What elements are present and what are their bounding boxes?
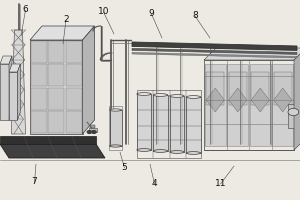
Text: 11: 11 <box>215 180 226 188</box>
Ellipse shape <box>137 149 151 151</box>
Bar <box>136 90 201 158</box>
Ellipse shape <box>110 109 122 111</box>
Ellipse shape <box>170 95 184 97</box>
Ellipse shape <box>170 151 184 153</box>
Bar <box>90 125 94 128</box>
Bar <box>186 97 201 153</box>
Bar <box>137 94 151 150</box>
Polygon shape <box>251 88 269 112</box>
Text: 5: 5 <box>122 164 128 172</box>
Bar <box>205 64 226 146</box>
Bar <box>31 111 46 133</box>
Text: 2: 2 <box>63 16 69 24</box>
Polygon shape <box>9 64 20 72</box>
Bar <box>66 111 82 133</box>
Bar <box>251 72 269 105</box>
Bar <box>204 60 294 150</box>
Bar <box>250 64 271 146</box>
Ellipse shape <box>110 145 122 147</box>
Bar <box>227 64 248 146</box>
Bar <box>66 64 82 86</box>
Bar <box>66 41 82 63</box>
Bar <box>229 72 247 105</box>
Bar <box>31 88 46 110</box>
Bar <box>31 41 46 63</box>
Polygon shape <box>9 72 17 120</box>
Ellipse shape <box>153 94 168 96</box>
Bar <box>31 64 46 86</box>
Bar <box>48 111 64 133</box>
Bar <box>66 88 82 110</box>
Text: 8: 8 <box>192 11 198 21</box>
Bar <box>288 104 298 128</box>
Polygon shape <box>0 144 105 158</box>
Text: 6: 6 <box>22 5 28 15</box>
Text: 9: 9 <box>148 9 154 19</box>
Polygon shape <box>294 48 300 150</box>
Bar <box>109 106 122 150</box>
Polygon shape <box>17 64 20 120</box>
Circle shape <box>288 108 299 116</box>
Ellipse shape <box>137 93 151 95</box>
Text: 4: 4 <box>152 180 157 188</box>
Bar <box>206 72 224 105</box>
Text: 10: 10 <box>98 7 109 17</box>
Polygon shape <box>0 64 9 120</box>
Ellipse shape <box>186 152 201 154</box>
Bar <box>88 128 97 132</box>
Bar <box>170 96 184 152</box>
Ellipse shape <box>186 96 201 98</box>
Polygon shape <box>132 52 297 58</box>
Circle shape <box>92 131 96 133</box>
Bar <box>153 95 168 151</box>
Polygon shape <box>229 88 247 112</box>
Polygon shape <box>9 56 12 120</box>
Bar <box>30 40 82 134</box>
Text: 7: 7 <box>32 178 38 186</box>
Bar <box>48 88 64 110</box>
Polygon shape <box>274 88 292 112</box>
Polygon shape <box>0 136 96 144</box>
Bar <box>272 64 293 146</box>
Polygon shape <box>204 48 300 60</box>
Bar <box>274 72 292 105</box>
Polygon shape <box>206 88 224 112</box>
Bar <box>48 64 64 86</box>
Polygon shape <box>0 56 12 64</box>
Ellipse shape <box>153 150 168 152</box>
Polygon shape <box>11 30 26 134</box>
Bar <box>48 41 64 63</box>
Bar <box>110 110 122 146</box>
Polygon shape <box>132 48 297 54</box>
Circle shape <box>87 131 92 133</box>
Polygon shape <box>82 26 94 134</box>
Polygon shape <box>132 42 297 50</box>
Polygon shape <box>30 26 94 40</box>
